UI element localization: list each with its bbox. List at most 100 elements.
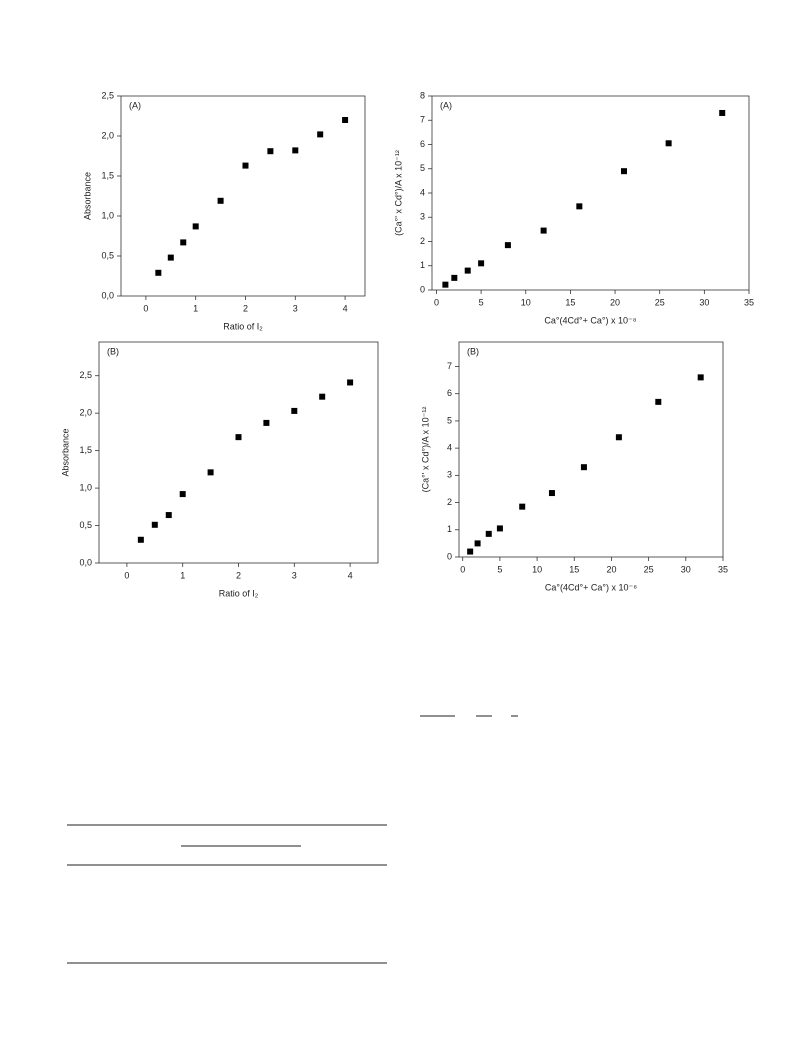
data-point <box>347 379 354 386</box>
y-tick-label: 3 <box>420 212 425 222</box>
y-tick-label: 7 <box>420 115 425 125</box>
data-point <box>504 242 511 249</box>
data-point <box>180 239 187 246</box>
chart: 0 1 2 3 4 0,0 0,5 1,0 1,5 2,0 2,5 Ratio of I₂ Absorb… <box>60 341 379 598</box>
data-point <box>291 407 298 414</box>
data-point <box>496 525 503 532</box>
data-point <box>620 168 627 175</box>
y-tick-label: 0 <box>447 551 452 561</box>
data-point <box>485 530 492 537</box>
y-tick-label: 4 <box>420 187 425 197</box>
y-axis-label: Absorbance <box>60 428 70 476</box>
y-tick-label: 1,5 <box>101 170 114 180</box>
x-tick-label: 25 <box>655 297 665 307</box>
x-tick-label: 25 <box>644 564 654 574</box>
y-tick-label: 6 <box>447 388 452 398</box>
x-tick-label: 4 <box>348 570 353 580</box>
y-tick-label: 2 <box>420 236 425 246</box>
x-tick-label: 3 <box>292 570 297 580</box>
x-tick-label: 10 <box>521 297 531 307</box>
y-tick-label: 1,5 <box>79 445 92 455</box>
data-point <box>242 162 249 169</box>
y-tick-label: 1 <box>447 524 452 534</box>
x-tick-label: 35 <box>718 564 728 574</box>
y-tick-label: 5 <box>447 415 452 425</box>
x-tick-label: 4 <box>343 303 348 313</box>
x-tick-label: 35 <box>744 297 754 307</box>
y-tick-label: 1,0 <box>79 482 92 492</box>
x-tick-label: 5 <box>497 564 502 574</box>
data-point <box>442 281 449 288</box>
x-tick-label: 15 <box>565 297 575 307</box>
chart: 0 5 10 15 20 25 30 35 0 1 2 3 4 5 6 7 8 Ca°(4Cd°+ Ca°) x … <box>393 90 754 325</box>
table-rules <box>67 824 387 964</box>
data-point <box>655 398 662 405</box>
y-tick-label: 2,0 <box>79 408 92 418</box>
x-tick-label: 2 <box>236 570 241 580</box>
y-axis-label: (Ca°' x Cd°)/A x 10⁻¹² <box>420 407 430 493</box>
x-tick-label: 30 <box>681 564 691 574</box>
x-tick-label: 0 <box>124 570 129 580</box>
data-point <box>192 223 199 230</box>
data-point <box>615 434 622 441</box>
y-axis-label: Absorbance <box>82 172 92 220</box>
y-tick-label: 1 <box>420 260 425 270</box>
chart: 0 1 2 3 4 0,0 0,5 1,0 1,5 2,0 2,5 Ratio of I₂ Absorb… <box>82 90 366 331</box>
y-tick-label: 2 <box>447 497 452 507</box>
data-point <box>719 109 726 116</box>
plot-frame <box>98 341 379 564</box>
data-point <box>167 254 174 261</box>
data-point <box>665 140 672 147</box>
data-point <box>235 434 242 441</box>
y-tick-label: 2,5 <box>101 90 114 100</box>
data-point <box>292 147 299 154</box>
x-tick-label: 0 <box>434 297 439 307</box>
data-point <box>179 491 186 498</box>
data-point <box>474 540 481 547</box>
x-tick-label: 2 <box>243 303 248 313</box>
y-tick-label: 1,0 <box>101 210 114 220</box>
data-point <box>451 274 458 281</box>
x-tick-label: 1 <box>180 570 185 580</box>
x-tick-label: 10 <box>532 564 542 574</box>
data-point <box>697 374 704 381</box>
x-tick-label: 15 <box>569 564 579 574</box>
data-point <box>317 131 324 138</box>
y-tick-label: 0,0 <box>79 557 92 567</box>
chart: 0 5 10 15 20 25 30 35 0 1 2 3 4 5 6 7 Ca°(4Cd°+ Ca°) x 1… <box>420 341 728 592</box>
y-tick-label: 2,0 <box>101 130 114 140</box>
data-point <box>207 469 214 476</box>
panel-label: (A) <box>129 100 141 110</box>
data-point <box>342 117 349 123</box>
data-point <box>155 269 162 276</box>
x-tick-label: 20 <box>610 297 620 307</box>
data-point <box>548 490 555 497</box>
y-tick-label: 5 <box>420 163 425 173</box>
data-point <box>478 260 485 267</box>
panel-label: (B) <box>107 346 119 356</box>
x-tick-label: 1 <box>193 303 198 313</box>
panel-label: (A) <box>440 100 452 110</box>
data-point <box>151 521 158 528</box>
data-point <box>263 419 270 426</box>
data-point <box>319 393 326 400</box>
y-tick-label: 4 <box>447 443 452 453</box>
y-tick-label: 0,0 <box>101 290 114 300</box>
data-point <box>580 464 587 471</box>
y-tick-label: 0,5 <box>79 520 92 530</box>
data-point <box>217 197 224 204</box>
data-point <box>165 512 172 519</box>
data-point <box>464 267 471 274</box>
y-tick-label: 0,5 <box>101 250 114 260</box>
plot-frame <box>458 341 724 558</box>
y-tick-label: 7 <box>447 361 452 371</box>
data-point <box>540 227 547 234</box>
x-axis-label: Ca°(4Cd°+ Ca°) x 10⁻⁸ <box>545 582 637 592</box>
y-tick-label: 0 <box>420 284 425 294</box>
x-axis-label: Ratio of I₂ <box>219 588 259 598</box>
data-point <box>267 148 274 155</box>
y-tick-label: 2,5 <box>79 370 92 380</box>
data-point <box>137 536 144 543</box>
